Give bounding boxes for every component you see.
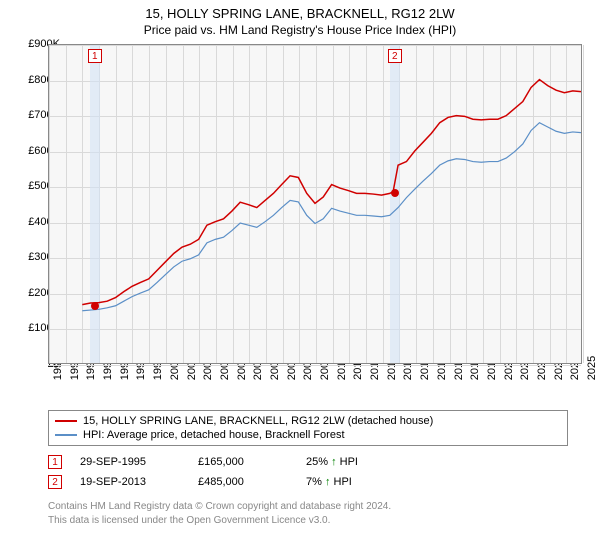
legend-label-0: 15, HOLLY SPRING LANE, BRACKNELL, RG12 2… <box>83 415 433 427</box>
line-series <box>49 45 581 363</box>
footer-line-2: This data is licensed under the Open Gov… <box>48 514 391 528</box>
title-block: 15, HOLLY SPRING LANE, BRACKNELL, RG12 2… <box>0 0 600 39</box>
sale-marker-1: 1 <box>88 49 102 63</box>
series-line <box>82 123 581 311</box>
chart-container: 15, HOLLY SPRING LANE, BRACKNELL, RG12 2… <box>0 0 600 560</box>
plot-area: 12 <box>48 44 582 364</box>
sales-delta-0: 25% ↑ HPI <box>306 456 396 468</box>
sales-row-1: 2 19-SEP-2013 £485,000 7% ↑ HPI <box>48 472 396 492</box>
legend: 15, HOLLY SPRING LANE, BRACKNELL, RG12 2… <box>48 410 568 446</box>
sale-dot-2 <box>391 189 399 197</box>
sale-marker-2: 2 <box>388 49 402 63</box>
sales-delta-1: 7% ↑ HPI <box>306 476 396 488</box>
sale-dot-1 <box>91 302 99 310</box>
title-subtitle: Price paid vs. HM Land Registry's House … <box>0 23 600 37</box>
title-address: 15, HOLLY SPRING LANE, BRACKNELL, RG12 2… <box>0 6 600 21</box>
legend-label-1: HPI: Average price, detached house, Brac… <box>83 429 345 441</box>
sales-index-1: 2 <box>48 475 62 489</box>
footer-attribution: Contains HM Land Registry data © Crown c… <box>48 500 391 527</box>
series-line <box>82 80 581 305</box>
legend-swatch-1 <box>55 434 77 436</box>
sales-table: 1 29-SEP-1995 £165,000 25% ↑ HPI 2 19-SE… <box>48 452 396 492</box>
legend-swatch-0 <box>55 420 77 422</box>
sales-price-0: £165,000 <box>198 456 288 468</box>
sales-date-0: 29-SEP-1995 <box>80 456 180 468</box>
sales-row-0: 1 29-SEP-1995 £165,000 25% ↑ HPI <box>48 452 396 472</box>
sales-price-1: £485,000 <box>198 476 288 488</box>
x-tick-label: 2025 <box>586 356 598 380</box>
sales-index-0: 1 <box>48 455 62 469</box>
sales-date-1: 19-SEP-2013 <box>80 476 180 488</box>
legend-item-0: 15, HOLLY SPRING LANE, BRACKNELL, RG12 2… <box>55 414 561 428</box>
footer-line-1: Contains HM Land Registry data © Crown c… <box>48 500 391 514</box>
legend-item-1: HPI: Average price, detached house, Brac… <box>55 428 561 442</box>
